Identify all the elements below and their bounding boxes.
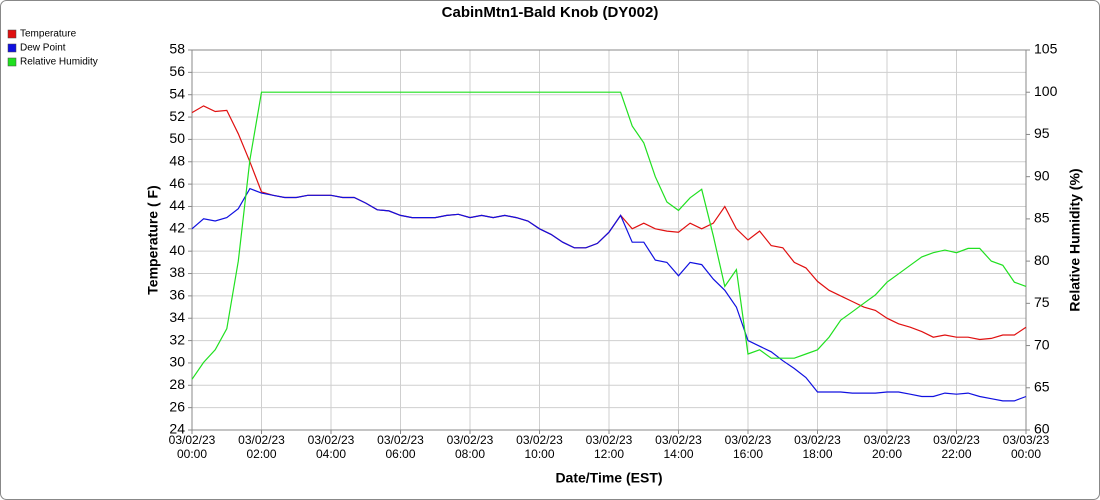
y2-tick-label: 95 [1034, 125, 1050, 141]
y2-axis-title: Relative Humidity (%) [1067, 168, 1083, 311]
x-tick-label: 03/02/23 06:00 [377, 433, 424, 461]
y2-tick-label: 85 [1034, 210, 1050, 226]
x-tick-label: 03/02/23 04:00 [307, 433, 355, 461]
y-tick-label: 26 [169, 398, 185, 414]
y-tick-label: 52 [169, 108, 185, 124]
x-tick-label: 03/02/23 08:00 [446, 433, 494, 461]
legend-swatch [7, 29, 17, 39]
y2-tick-label: 90 [1034, 167, 1050, 183]
chart-title: CabinMtn1-Bald Knob (DY002) [442, 4, 659, 21]
y-tick-label: 56 [169, 63, 185, 79]
y2-tick-label: 70 [1034, 336, 1050, 352]
x-tick-label: 03/02/23 02:00 [238, 433, 285, 461]
plot-frame [191, 49, 1027, 431]
y-tick-label: 40 [169, 242, 185, 258]
series-line [191, 187, 1027, 402]
y-tick-label: 58 [169, 41, 185, 57]
y2-tick-label: 65 [1034, 378, 1050, 394]
x-tick-label: 03/02/23 20:00 [863, 433, 911, 461]
x-tick-label: 03/02/23 00:00 [168, 433, 216, 461]
y2-tick-label: 100 [1034, 83, 1058, 99]
y-tick-label: 42 [169, 220, 185, 236]
y-tick-label: 48 [169, 152, 185, 168]
x-axis-title: Date/Time (EST) [555, 470, 662, 486]
series-line [191, 91, 1027, 380]
y-tick-label: 30 [169, 354, 185, 370]
y-axis-title: Temperature ( F) [145, 185, 161, 294]
x-tick-label: 03/02/23 18:00 [794, 433, 841, 461]
y2-tick-label: 80 [1034, 252, 1050, 268]
legend-label: Dew Point [20, 43, 66, 54]
y-tick-label: 24 [169, 421, 185, 437]
y2-tick-label: 75 [1034, 294, 1050, 310]
y-tick-label: 38 [169, 264, 185, 280]
x-tick-label: 03/02/23 14:00 [655, 433, 702, 461]
y-tick-label: 46 [169, 175, 185, 191]
x-tick-label: 03/02/23 10:00 [516, 433, 563, 461]
legend-swatch [7, 57, 17, 67]
y-tick-label: 32 [169, 331, 185, 347]
x-tick-label: 03/02/23 12:00 [585, 433, 633, 461]
legend-label: Temperature [20, 29, 77, 40]
y-tick-label: 28 [169, 376, 185, 392]
legend-label: Relative Humidity [20, 57, 98, 68]
legend-swatch [7, 43, 17, 53]
y2-tick-label: 105 [1034, 41, 1058, 57]
y-tick-label: 54 [169, 85, 185, 101]
x-tick-label: 03/03/23 00:00 [1002, 433, 1050, 461]
y-tick-label: 44 [169, 197, 185, 213]
y-tick-label: 34 [169, 309, 185, 325]
x-tick-label: 03/02/23 16:00 [724, 433, 772, 461]
y-tick-label: 50 [169, 130, 185, 146]
x-tick-label: 03/02/23 22:00 [933, 433, 980, 461]
y-tick-label: 36 [169, 287, 185, 303]
y2-tick-label: 60 [1034, 421, 1050, 437]
